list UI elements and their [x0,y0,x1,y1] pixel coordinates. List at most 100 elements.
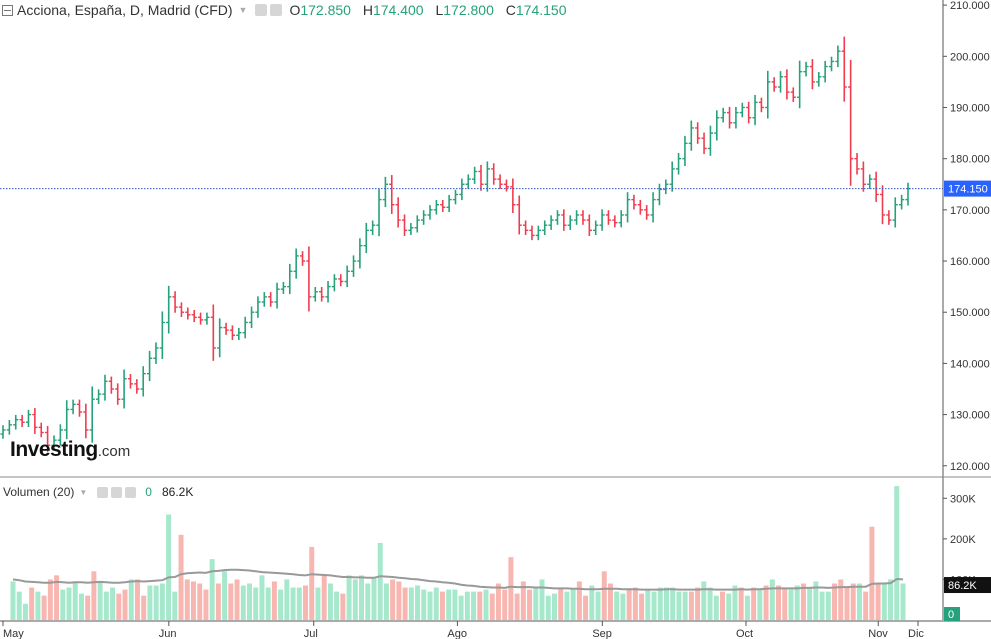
volume-bar [632,587,638,620]
chevron-down-icon[interactable]: ▼ [79,487,88,497]
price-bar [376,188,382,237]
price-tick-label: 150.000 [950,307,990,319]
volume-bar [626,589,632,620]
close-label: C [505,2,516,18]
volume-bar [583,595,589,620]
close-icon[interactable] [125,486,137,498]
visibility-icon[interactable] [270,4,283,16]
volume-bar [695,587,701,620]
volume-bar [141,595,147,620]
volume-bar [72,581,78,620]
price-bar [57,424,63,446]
volume-bar [321,575,327,620]
volume-bar [670,587,676,620]
price-bar [644,205,650,220]
collapse-icon[interactable] [2,4,13,16]
volume-bar [91,571,97,620]
price-bar [860,161,866,192]
price-bar [503,179,510,192]
volume-bar [800,583,806,620]
price-bar [338,274,344,287]
price-bar [306,246,312,312]
volume-bar [738,587,744,620]
price-bar [867,174,873,189]
chevron-down-icon[interactable]: ▼ [238,5,248,15]
settings-icon[interactable] [97,486,109,498]
price-bar [733,106,739,129]
price-bar [446,194,452,213]
price-bar [854,153,860,175]
settings-icon[interactable] [255,4,268,16]
volume-bar [477,591,483,620]
volume-bar [352,579,358,620]
volume-bar [247,583,252,620]
volume-bar [495,583,501,620]
price-bar [255,296,261,318]
refresh-icon[interactable] [111,486,123,498]
volume-bar [97,581,103,620]
price-bar [102,374,108,401]
volume-bar [166,514,172,620]
price-bar [580,210,586,225]
price-bar [624,192,631,223]
price-bar [185,307,191,320]
volume-bar [713,595,719,620]
price-tick-label: 180.000 [950,154,990,166]
volume-bar [309,546,315,620]
volume-bar [813,581,819,620]
price-bar [542,220,548,236]
volume-value-tag [944,577,991,594]
volume-bar [191,581,196,620]
volume-bar [520,581,526,620]
volume-current-value: 86.2K [161,485,194,499]
price-bar [389,175,395,214]
price-tick-label: 140.000 [950,358,990,370]
low-value: 172.800 [443,2,494,18]
price-bar [223,322,229,335]
price-bar [905,182,911,206]
volume-bar [35,591,41,620]
price-bar [828,56,835,72]
price-bar [440,199,446,213]
price-bar [401,214,408,236]
last-price-label: 174.150 [948,184,988,196]
volume-bar [502,589,508,620]
price-bar [325,280,331,303]
volume-zero-tag [944,607,960,621]
price-bar [32,408,38,434]
volume-bar [296,587,302,620]
price-bar [153,342,159,364]
volume-bar [720,591,725,620]
volume-bar [676,591,682,620]
volume-bar [402,587,408,620]
price-bar [841,36,847,102]
price-bar [293,248,299,279]
price-bar [459,178,465,201]
volume-zero-value: 0 [145,485,152,499]
volume-bar [377,542,383,620]
high-label: H [362,2,373,18]
price-bar [765,70,771,119]
volume-bar [707,587,713,620]
volume-bar [371,577,377,620]
volume-bar [228,583,234,620]
volume-bar [471,591,477,620]
volume-bar [284,579,290,620]
price-bar [140,366,146,397]
volume-value-label: 86.2K [948,580,977,592]
volume-bar [383,583,389,620]
time-tick-label: Oct [736,628,753,639]
price-bar [618,210,624,228]
price-bar [529,225,535,241]
volume-bar [439,591,445,620]
volume-bar [601,571,607,620]
price-bar [714,110,720,141]
volume-bar [390,579,396,620]
volume-bar [838,579,844,620]
volume-bar [116,593,122,620]
price-bar [236,327,242,340]
volume-bar [844,587,850,620]
price-bar [274,282,280,309]
volume-bar [744,595,750,620]
